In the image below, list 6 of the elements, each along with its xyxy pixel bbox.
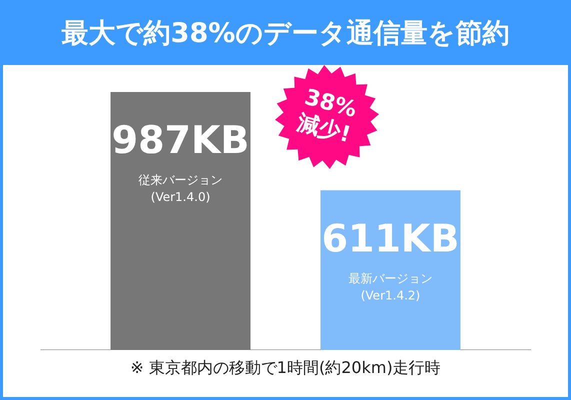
data-label: 611KB [322,216,460,260]
x-tick-label: 最新バージョン (Ver1.4.2) [348,271,432,302]
data-label: 987KB [112,118,250,162]
chart-title: 最大で約38%のデータ通信量を節約 [3,3,568,65]
text: ※ 東京都内の移動で1時間(約20km)走行時 [129,358,442,379]
x-tick-label: 従来バージョン (Ver1.4.0) [138,173,223,204]
